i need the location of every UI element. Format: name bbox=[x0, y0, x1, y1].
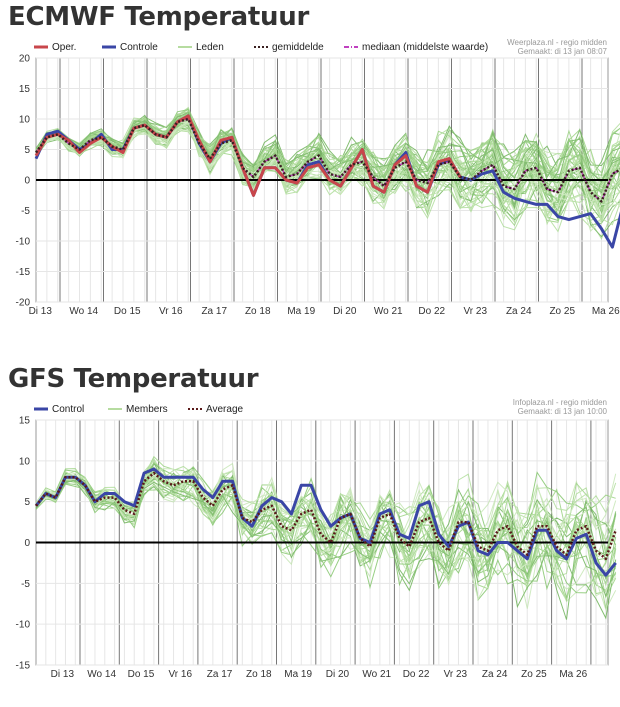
series-line-gemiddelde bbox=[34, 117, 620, 203]
day-label: Za 17 bbox=[207, 669, 233, 680]
member-line bbox=[35, 471, 617, 588]
member-line bbox=[35, 109, 620, 186]
day-label: Za 24 bbox=[506, 306, 532, 317]
legend-label: Members bbox=[126, 404, 168, 415]
legend-label: mediaan (middelste waarde) bbox=[362, 42, 488, 53]
day-label: Vr 23 bbox=[444, 669, 468, 680]
day-label: Wo 14 bbox=[87, 669, 116, 680]
day-label: Di 13 bbox=[51, 669, 75, 680]
y-tick-label: 5 bbox=[24, 145, 30, 156]
y-tick-label: 5 bbox=[24, 497, 30, 508]
credit-line: Infoplaza.nl - regio midden bbox=[513, 398, 607, 407]
day-label: Ma 26 bbox=[559, 669, 587, 680]
day-label: Zo 18 bbox=[246, 669, 272, 680]
member-line bbox=[35, 466, 617, 580]
day-label: Zo 18 bbox=[245, 306, 271, 317]
day-label: Wo 21 bbox=[362, 669, 391, 680]
y-tick-label: -5 bbox=[21, 206, 30, 217]
y-tick-label: 0 bbox=[24, 538, 30, 549]
legend-label: gemiddelde bbox=[272, 42, 324, 53]
day-label: Di 20 bbox=[333, 306, 357, 317]
legend-label: Controle bbox=[120, 42, 158, 53]
legend-label: Average bbox=[206, 404, 244, 415]
y-tick-label: 15 bbox=[19, 416, 31, 427]
y-tick-label: 10 bbox=[19, 456, 31, 467]
credit-line: Weerplaza.nl - regio midden bbox=[507, 38, 607, 47]
legend-label: Control bbox=[52, 404, 84, 415]
y-tick-label: -10 bbox=[16, 620, 31, 631]
day-label: Ma 19 bbox=[284, 669, 312, 680]
day-label: Ma 19 bbox=[287, 306, 315, 317]
y-tick-label: -10 bbox=[16, 237, 31, 248]
day-label: Ma 26 bbox=[592, 306, 620, 317]
day-label: Do 22 bbox=[403, 669, 430, 680]
member-line bbox=[35, 476, 617, 609]
legend-label: Oper. bbox=[52, 42, 76, 53]
created-timestamp: Gemaakt: di 13 jan 10:00 bbox=[518, 407, 608, 416]
y-tick-label: 0 bbox=[24, 176, 30, 187]
day-label: Za 17 bbox=[201, 306, 227, 317]
day-label: Do 15 bbox=[128, 669, 155, 680]
y-tick-label: -20 bbox=[16, 298, 31, 309]
y-tick-label: 20 bbox=[19, 54, 31, 65]
y-tick-label: -5 bbox=[21, 579, 30, 590]
day-label: Do 15 bbox=[114, 306, 141, 317]
ecmwf-chart-title: ECMWF Temperatuur bbox=[8, 2, 309, 32]
member-line bbox=[35, 479, 617, 611]
day-label: Zo 25 bbox=[521, 669, 547, 680]
y-tick-label: -15 bbox=[16, 661, 31, 672]
legend-label: Leden bbox=[196, 42, 224, 53]
member-line bbox=[35, 121, 620, 233]
gfs-chart-title: GFS Temperatuur bbox=[8, 364, 259, 394]
day-label: Za 24 bbox=[482, 669, 508, 680]
day-label: Wo 21 bbox=[374, 306, 403, 317]
day-label: Vr 16 bbox=[159, 306, 183, 317]
member-line bbox=[35, 479, 617, 620]
day-label: Wo 14 bbox=[69, 306, 98, 317]
day-label: Do 22 bbox=[418, 306, 445, 317]
member-line bbox=[35, 128, 620, 233]
y-tick-label: 15 bbox=[19, 84, 31, 95]
member-line bbox=[35, 478, 617, 597]
member-line bbox=[35, 114, 620, 203]
series-line-average bbox=[35, 471, 617, 561]
day-label: Di 13 bbox=[29, 306, 53, 317]
day-label: Zo 25 bbox=[549, 306, 575, 317]
member-line bbox=[35, 470, 617, 557]
day-label: Vr 16 bbox=[168, 669, 192, 680]
y-tick-label: -15 bbox=[16, 267, 31, 278]
member-line bbox=[35, 462, 617, 543]
y-tick-label: 10 bbox=[19, 115, 31, 126]
member-line bbox=[35, 113, 620, 183]
created-timestamp: Gemaakt: di 13 jan 08:07 bbox=[518, 47, 608, 56]
series-line-control bbox=[34, 467, 617, 577]
day-label: Di 20 bbox=[326, 669, 350, 680]
member-line bbox=[35, 121, 620, 222]
day-label: Vr 23 bbox=[463, 306, 487, 317]
member-line bbox=[35, 480, 617, 620]
